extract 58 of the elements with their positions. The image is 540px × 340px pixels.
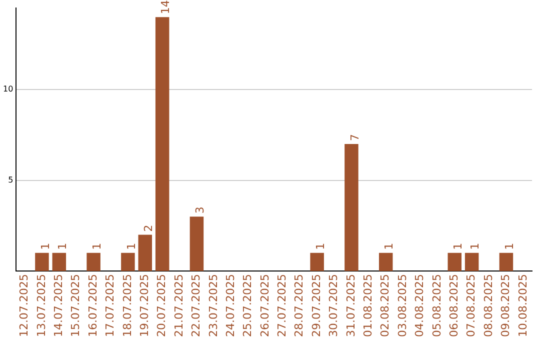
bar [190,216,204,272]
x-tick-label: 30.07.2025 [327,274,340,338]
x-tick-label: 21.07.2025 [172,274,186,338]
x-tick-label: 24.07.2025 [224,274,237,338]
x-tick-label: 12.07.2025 [18,274,31,338]
x-tick-label: 08.08.2025 [482,274,495,338]
y-tick-label: 10 [2,84,14,94]
x-tick-label: 06.08.2025 [447,274,460,338]
x-tick-label: 03.08.2025 [396,274,409,338]
bar [35,252,49,272]
bar [378,252,393,272]
x-tick-label: 18.07.2025 [120,274,134,338]
bar [464,252,479,272]
bar [448,252,462,272]
x-tick-label: 20.07.2025 [155,274,168,338]
bar [52,252,66,272]
data-label: 1 [468,242,482,250]
x-tick-label: 07.08.2025 [464,274,478,338]
bar [138,234,152,272]
bar [155,17,170,272]
data-label: 7 [348,134,362,142]
x-tick-label: 10.08.2025 [516,274,530,338]
bar [310,252,324,272]
data-label: 1 [451,242,464,250]
x-tick-label: 26.07.2025 [258,274,272,338]
x-tick-label: 27.07.2025 [276,274,289,338]
x-tick-label: 01.08.2025 [362,274,375,338]
x-tick-label: 25.07.2025 [241,274,254,338]
data-label: 1 [56,242,70,250]
bar [344,144,358,272]
data-label: 14 [159,0,172,14]
data-label: 1 [503,242,516,250]
bar [121,252,135,272]
data-label: 1 [124,242,138,250]
x-tick-label: 19.07.2025 [138,274,151,338]
x-tick-label: 22.07.2025 [190,274,203,338]
x-tick-label: 29.07.2025 [310,274,323,338]
x-tick-label: 04.08.2025 [413,274,426,338]
data-label: 2 [142,224,155,232]
data-label: 1 [90,242,104,250]
x-tick-label: 28.07.2025 [292,274,306,338]
x-tick-label: 15.07.2025 [69,274,82,338]
x-tick-label: 02.08.2025 [378,274,392,338]
data-label: 3 [194,206,207,214]
x-tick-label: 13.07.2025 [34,274,48,338]
x-tick-label: 17.07.2025 [104,274,117,338]
x-tick-label: 05.08.2025 [430,274,444,338]
y-tick-label: 5 [8,175,14,184]
data-label: 1 [382,242,396,250]
x-tick-label: 09.08.2025 [499,274,512,338]
data-label: 1 [314,242,327,250]
bar [499,252,514,272]
x-tick-label: 14.07.2025 [52,274,66,338]
x-tick-label: 31.07.2025 [344,274,358,338]
bar [86,252,100,272]
data-label: 1 [38,242,52,250]
x-tick-label: 23.07.2025 [206,274,220,338]
x-tick-label: 16.07.2025 [86,274,100,338]
